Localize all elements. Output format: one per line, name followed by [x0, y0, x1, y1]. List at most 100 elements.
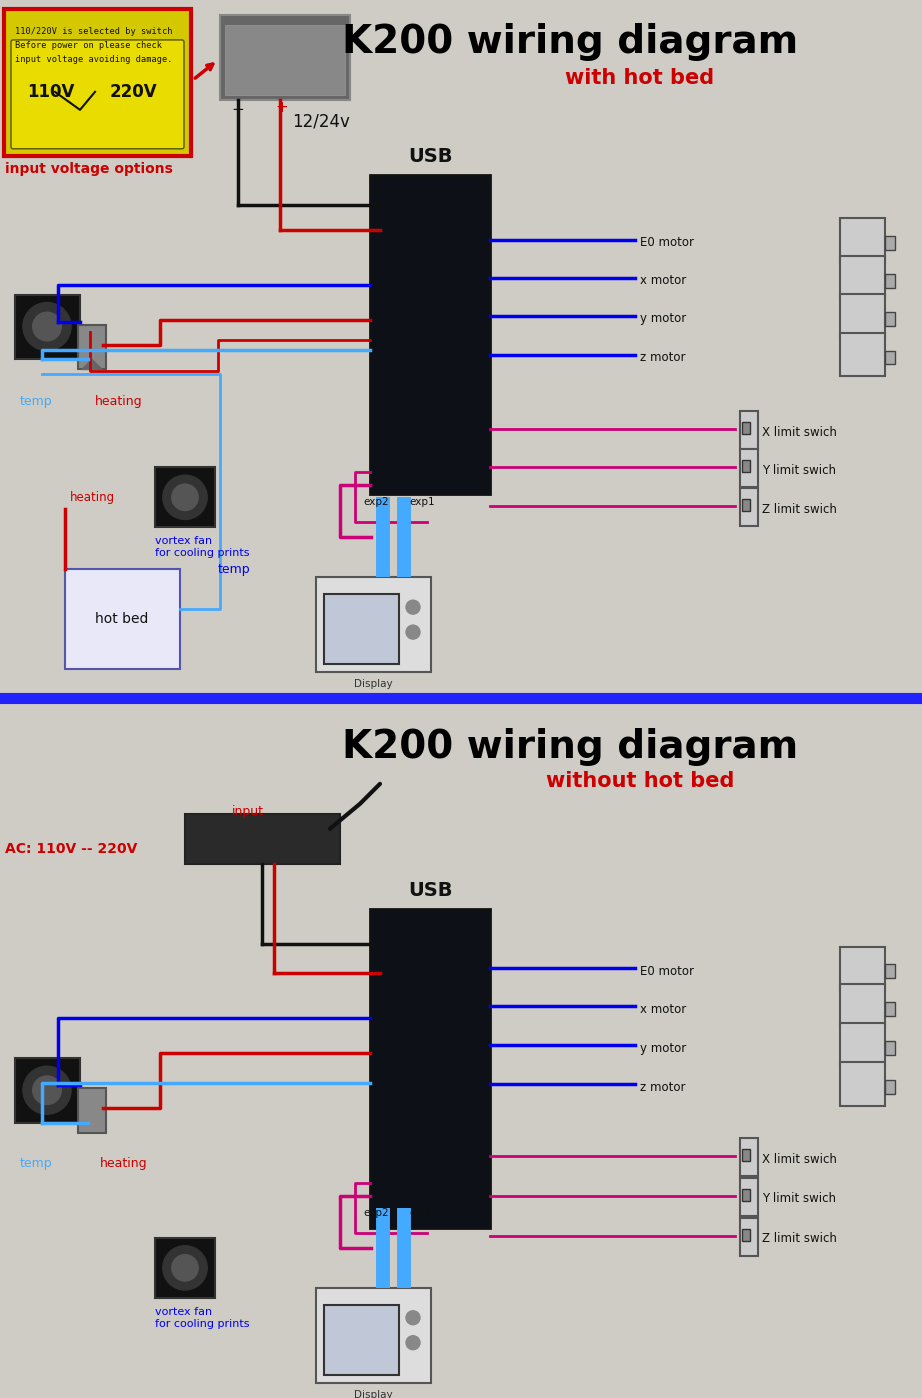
Bar: [885, 274, 895, 288]
Circle shape: [23, 302, 71, 351]
Circle shape: [32, 312, 61, 341]
Bar: [840, 256, 885, 299]
Text: hot bed: hot bed: [95, 612, 148, 626]
Bar: [885, 1002, 895, 1016]
Text: x motor: x motor: [640, 1002, 686, 1016]
Text: X limit swich: X limit swich: [762, 1152, 837, 1166]
Bar: [742, 1190, 750, 1201]
Circle shape: [171, 1254, 198, 1281]
Text: X limit swich: X limit swich: [762, 426, 837, 439]
Text: x motor: x motor: [640, 274, 686, 287]
Bar: [370, 909, 490, 1227]
Text: for cooling prints: for cooling prints: [155, 1318, 250, 1328]
Bar: [155, 1237, 215, 1297]
Bar: [324, 1304, 399, 1374]
Text: heating: heating: [70, 491, 115, 503]
Bar: [840, 1062, 885, 1106]
Text: input voltage avoiding damage.: input voltage avoiding damage.: [15, 56, 172, 64]
Text: AC: 110V -- 220V: AC: 110V -- 220V: [5, 842, 137, 856]
Circle shape: [406, 1335, 420, 1349]
Bar: [840, 294, 885, 337]
Circle shape: [406, 1311, 420, 1325]
Text: y motor: y motor: [640, 1042, 686, 1055]
Bar: [885, 1042, 895, 1055]
Text: vortex fan: vortex fan: [155, 1307, 212, 1317]
FancyBboxPatch shape: [11, 41, 184, 148]
Text: K200 wiring diagram: K200 wiring diagram: [342, 22, 798, 62]
Text: Display: Display: [354, 1390, 393, 1398]
Circle shape: [32, 1076, 61, 1104]
Bar: [885, 965, 895, 979]
Bar: [740, 411, 758, 449]
Text: 12/24v: 12/24v: [292, 113, 349, 131]
Bar: [740, 449, 758, 488]
Bar: [885, 312, 895, 326]
Text: z motor: z motor: [640, 351, 685, 363]
FancyBboxPatch shape: [4, 8, 191, 155]
Text: temp: temp: [20, 396, 53, 408]
Bar: [225, 25, 345, 95]
Text: temp: temp: [20, 1156, 53, 1170]
Bar: [78, 1088, 106, 1134]
Text: E0 motor: E0 motor: [640, 236, 694, 249]
Circle shape: [23, 1067, 71, 1114]
Circle shape: [163, 1246, 207, 1290]
Bar: [885, 236, 895, 250]
Text: Display: Display: [354, 679, 393, 689]
Text: without hot bed: without hot bed: [546, 770, 734, 791]
Bar: [740, 1138, 758, 1176]
Text: for cooling prints: for cooling prints: [155, 548, 250, 558]
Text: input: input: [232, 805, 264, 818]
Text: USB: USB: [408, 881, 453, 900]
Text: 220V: 220V: [110, 82, 158, 101]
Text: −: −: [231, 102, 244, 117]
Text: Y limit swich: Y limit swich: [762, 464, 836, 477]
Bar: [840, 1023, 885, 1067]
Bar: [15, 1058, 80, 1123]
Text: +: +: [276, 99, 289, 115]
Text: Z limit swich: Z limit swich: [762, 503, 837, 516]
Text: exp2: exp2: [363, 498, 389, 507]
Bar: [740, 1218, 758, 1255]
Bar: [15, 295, 80, 359]
Text: E0 motor: E0 motor: [640, 965, 694, 979]
Circle shape: [171, 484, 198, 510]
Bar: [220, 15, 350, 99]
Text: vortex fan: vortex fan: [155, 537, 212, 547]
Bar: [78, 324, 106, 369]
Text: K200 wiring diagram: K200 wiring diagram: [342, 728, 798, 766]
Text: Before power on please check: Before power on please check: [15, 42, 162, 50]
Circle shape: [406, 625, 420, 639]
Circle shape: [163, 475, 207, 520]
Bar: [324, 594, 399, 664]
Text: with hot bed: with hot bed: [565, 69, 715, 88]
Bar: [740, 488, 758, 526]
Bar: [155, 467, 215, 527]
Bar: [840, 333, 885, 376]
Bar: [840, 946, 885, 990]
Text: exp1: exp1: [409, 1208, 435, 1218]
Bar: [370, 175, 490, 495]
Bar: [885, 1081, 895, 1095]
Bar: [316, 1288, 431, 1383]
Text: 110V: 110V: [27, 82, 75, 101]
Circle shape: [406, 600, 420, 614]
Bar: [740, 1179, 758, 1216]
Text: exp2: exp2: [363, 1208, 389, 1218]
Bar: [742, 1149, 750, 1162]
Bar: [742, 499, 750, 512]
Text: Z limit swich: Z limit swich: [762, 1233, 837, 1246]
Bar: [885, 351, 895, 365]
Bar: [840, 218, 885, 261]
Text: temp: temp: [218, 563, 251, 576]
Bar: [742, 422, 750, 435]
Bar: [742, 460, 750, 473]
Text: y motor: y motor: [640, 312, 686, 326]
Bar: [65, 569, 180, 670]
Bar: [840, 984, 885, 1029]
Bar: [316, 577, 431, 672]
Polygon shape: [82, 359, 102, 369]
Text: heating: heating: [95, 396, 143, 408]
Text: exp1: exp1: [409, 498, 435, 507]
Bar: [185, 814, 340, 864]
